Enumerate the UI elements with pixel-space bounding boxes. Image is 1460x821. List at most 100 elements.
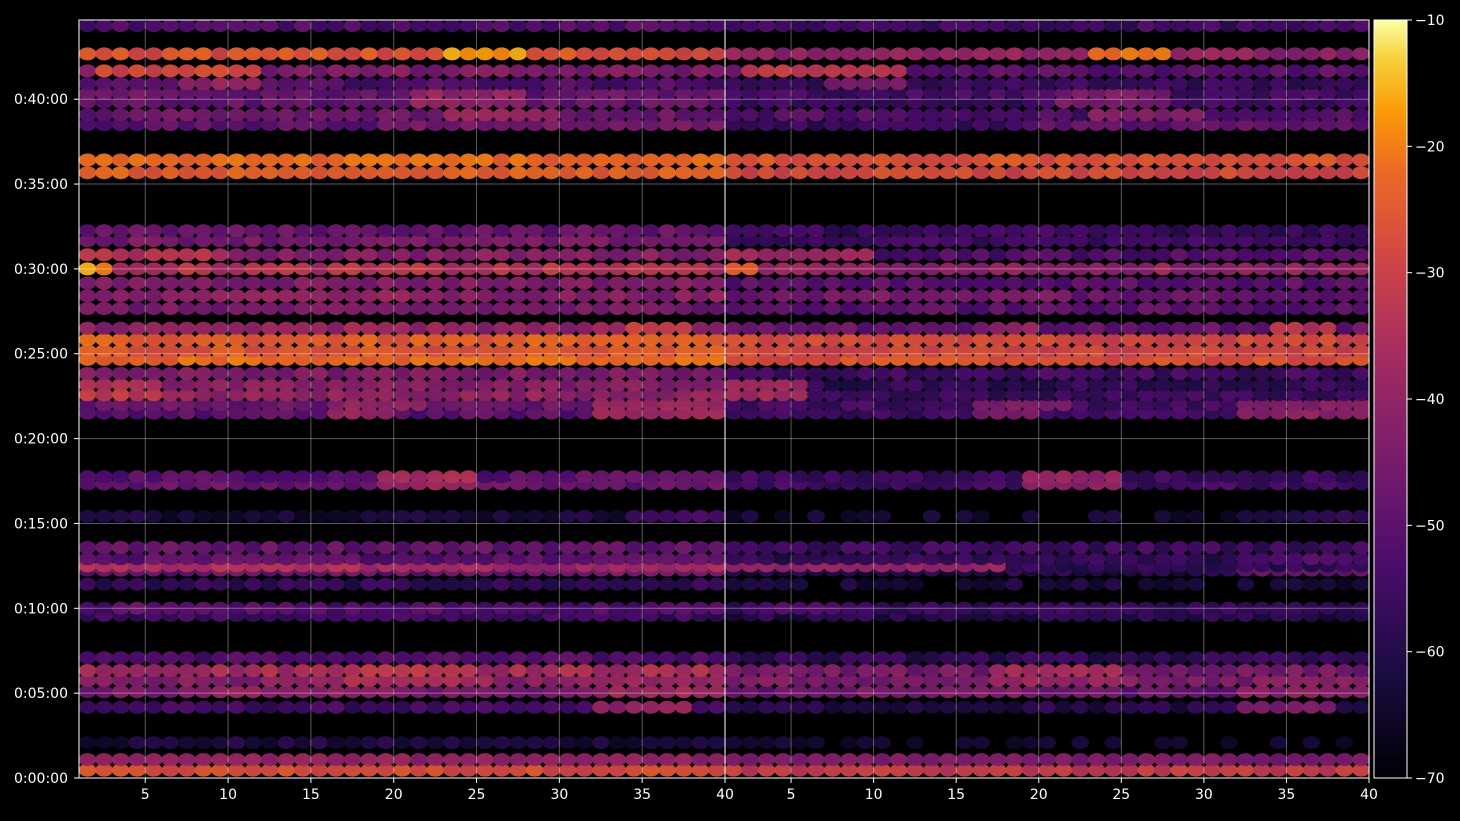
heat-cell <box>1153 388 1172 402</box>
x-tick-label: 35 <box>1278 787 1296 803</box>
y-tick-label: 0:05:00 <box>14 686 68 702</box>
heat-cell <box>1170 47 1189 61</box>
heat-cell <box>575 763 594 777</box>
heat-cell <box>476 685 494 699</box>
heat-cell <box>211 166 229 180</box>
heat-cell <box>955 736 974 750</box>
heat-cell <box>128 153 147 167</box>
heat-cell <box>939 651 957 665</box>
heat-cell <box>922 753 941 767</box>
heat-cell <box>509 118 528 132</box>
heat-cell <box>293 398 312 412</box>
heat-cell <box>360 302 378 315</box>
heat-cell <box>608 388 627 402</box>
heat-cell <box>1005 20 1024 33</box>
heat-cell <box>840 333 858 347</box>
colorbar-tick-label: −10 <box>1415 13 1445 29</box>
heat-cell <box>558 47 577 61</box>
heat-cell <box>542 388 561 402</box>
heat-cell <box>260 685 279 699</box>
heat-cell <box>790 87 809 100</box>
heat-cell <box>327 108 345 122</box>
heat-cell <box>1203 166 1222 180</box>
heat-cell <box>625 367 643 380</box>
heat-cell <box>873 344 891 358</box>
heat-cell <box>426 577 445 591</box>
heat-cell <box>95 20 113 33</box>
heat-cell <box>790 388 809 402</box>
heat-cell <box>95 398 113 412</box>
heat-cell <box>1005 77 1024 91</box>
heat-cell <box>691 289 710 303</box>
heat-cell <box>459 20 478 33</box>
heat-cell <box>790 700 809 714</box>
heat-cell <box>658 289 677 303</box>
heat-cell <box>161 651 180 665</box>
heat-cell <box>443 378 461 392</box>
heat-cell <box>1335 509 1354 523</box>
heat-cell <box>972 224 991 238</box>
heat-cell <box>542 333 561 347</box>
heat-cell <box>1253 47 1271 61</box>
heat-cell <box>757 321 776 335</box>
heat-cell <box>757 651 776 665</box>
heat-cell <box>741 87 759 100</box>
heat-cell <box>988 378 1007 392</box>
heat-cell <box>939 47 957 61</box>
heat-cell <box>625 333 643 347</box>
heat-cell <box>194 601 213 615</box>
heat-cell <box>807 664 825 677</box>
heat-cell <box>1005 262 1024 276</box>
heat-cell <box>310 763 329 777</box>
heat-cell <box>1352 64 1369 78</box>
heat-cell <box>1170 302 1189 315</box>
heat-cell <box>244 47 262 61</box>
heat-cell <box>476 289 494 303</box>
heat-cell <box>95 470 113 484</box>
heat-cell <box>542 166 561 180</box>
heat-cell <box>741 248 759 262</box>
heat-cell <box>211 552 229 566</box>
heat-cell <box>641 20 660 33</box>
heat-cell <box>725 685 743 699</box>
heat-cell <box>293 664 312 677</box>
heat-cell <box>1236 673 1255 687</box>
heat-cell <box>972 20 991 33</box>
heat-cell <box>409 541 428 554</box>
heat-cell <box>873 378 891 392</box>
heat-cell <box>840 700 858 714</box>
heat-cell <box>1203 77 1222 91</box>
heat-cell <box>674 541 693 554</box>
heat-cell <box>922 398 941 412</box>
heat-cell <box>1038 398 1057 412</box>
heat-cell <box>426 87 445 100</box>
heat-cell <box>1120 763 1139 777</box>
heat-cell <box>790 108 809 122</box>
heat-cell <box>1302 378 1321 392</box>
heat-cell <box>592 541 610 554</box>
heat-cell <box>260 321 279 335</box>
heat-cell <box>1269 700 1288 714</box>
heat-cell <box>575 47 594 61</box>
heat-cell <box>227 763 246 777</box>
heat-cell <box>1203 224 1222 238</box>
heat-cell <box>1269 321 1288 335</box>
heat-cell <box>1219 763 1238 777</box>
heat-cell <box>95 289 113 303</box>
heat-cell <box>1021 378 1040 392</box>
heat-cell <box>840 224 858 238</box>
heat-cell <box>426 367 445 380</box>
heat-cell <box>343 321 362 335</box>
heat-cell <box>111 700 130 714</box>
heat-cell <box>741 388 759 402</box>
x-tick-label: 20 <box>1030 787 1048 803</box>
heat-cell <box>409 248 428 262</box>
heat-cell <box>111 289 130 303</box>
heat-cell <box>476 398 494 412</box>
heat-cell <box>1352 601 1369 615</box>
heat-cell <box>691 753 710 767</box>
heat-cell <box>1219 333 1238 347</box>
heat-cell <box>625 224 643 238</box>
heat-cell <box>144 262 163 276</box>
